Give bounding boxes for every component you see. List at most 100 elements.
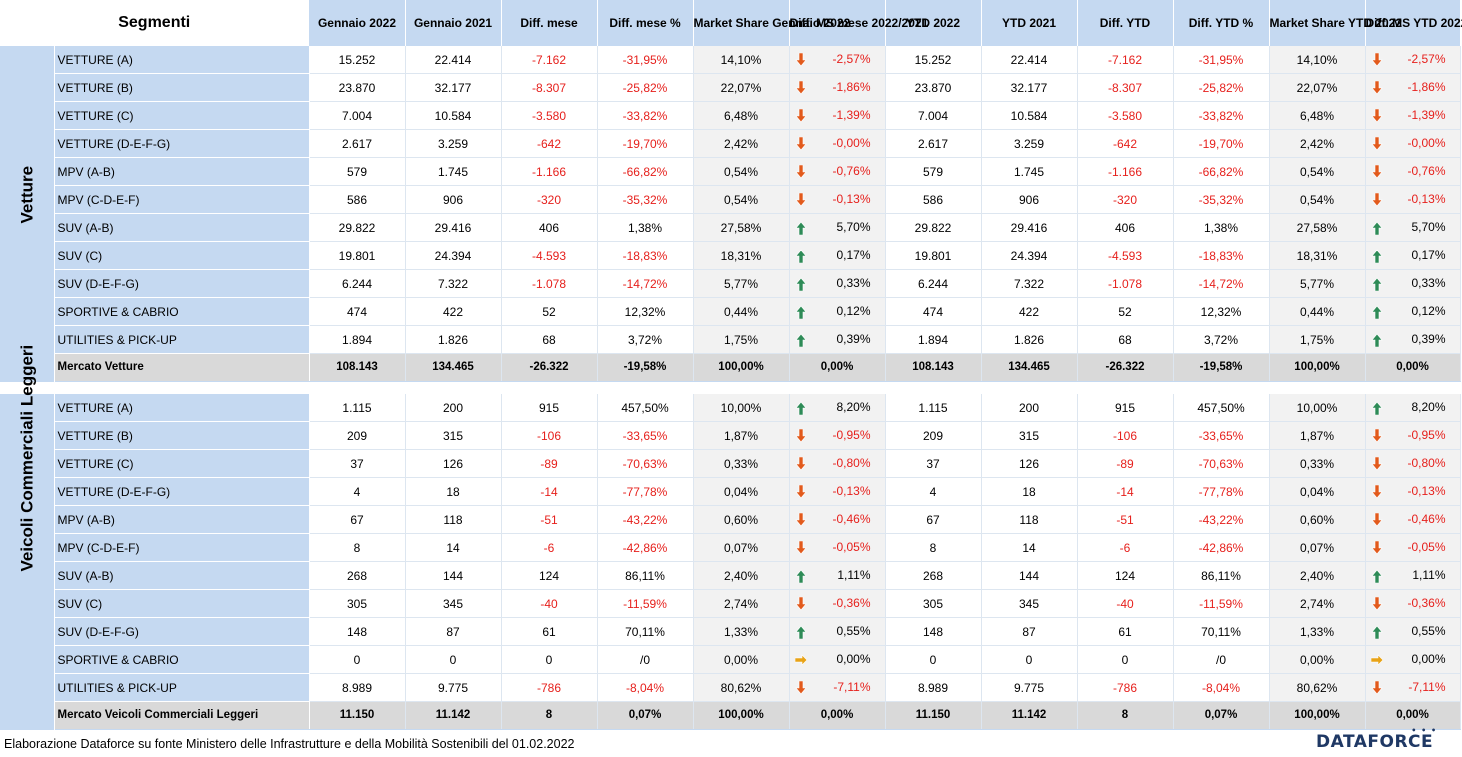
ms-diff-cell: -0,13% (1365, 185, 1461, 214)
column-header[interactable]: Market Share YTD 2022 (1269, 0, 1402, 46)
table-cell: 0 (1077, 645, 1174, 674)
cell-value: -7,11% (1408, 680, 1446, 694)
arrow-down-icon (794, 164, 807, 178)
table-cell: 11.142 (405, 701, 502, 730)
column-header[interactable]: Gennaio 2022 (309, 0, 406, 46)
table-cell: 144 (981, 561, 1078, 590)
table-row: VETTURE (C) 7.004 10.584 -3.580 -33,82% 6,48%… (0, 101, 1461, 130)
table-cell: -19,70% (1173, 129, 1270, 158)
total-label: Mercato Veicoli Commerciali Leggeri (54, 701, 310, 730)
table-cell: 315 (405, 421, 502, 450)
arrow-down-icon (794, 108, 807, 122)
column-header[interactable]: YTD 2022 (885, 0, 982, 46)
column-header[interactable]: Diff. MS YTD 2022/2021 (1365, 0, 1462, 46)
ms-diff-cell: -2,57% (1365, 46, 1461, 74)
table-cell: -33,82% (1173, 101, 1270, 130)
ms-diff-cell: 0,00% (1365, 353, 1461, 382)
table-row: MPV (A-B) 579 1.745 -1.166 -66,82% 0,54% -0,76… (0, 157, 1461, 186)
table-cell: 2,42% (693, 129, 790, 158)
arrow-down-icon (1370, 540, 1383, 554)
table-cell: -1.078 (501, 269, 598, 298)
column-header[interactable]: Diff. YTD % (1173, 0, 1270, 46)
ms-diff-cell: -0,36% (789, 589, 886, 618)
cell-value: -1,39% (1407, 108, 1446, 122)
table-header: Segmenti Gennaio 2022 Gennaio 2021 Diff. me… (0, 0, 1462, 46)
table-cell: 10,00% (693, 394, 790, 422)
column-header[interactable]: Diff. mese (501, 0, 598, 46)
segment-name: SUV (C) (54, 241, 310, 270)
table-cell: 11.150 (309, 701, 406, 730)
table-cell: 8.989 (309, 673, 406, 702)
table-cell: 6.244 (885, 269, 982, 298)
table-cell: 915 (1077, 394, 1174, 422)
arrow-down-icon (1370, 108, 1383, 122)
table-cell: 7.004 (309, 101, 406, 130)
ms-diff-cell: 1,11% (789, 561, 886, 590)
table-cell: 134.465 (405, 353, 502, 382)
cell-value: -0,13% (832, 484, 871, 498)
table-cell: 906 (405, 185, 502, 214)
table-cell: 23.870 (885, 73, 982, 102)
arrow-down-icon (1370, 52, 1383, 66)
ms-diff-cell: 0,00% (789, 645, 886, 674)
table-cell: -8,04% (597, 673, 694, 702)
table-cell: 1,75% (693, 325, 790, 354)
cell-value: 0,33% (1411, 276, 1446, 290)
table-cell: 2.617 (309, 129, 406, 158)
column-header[interactable]: Diff. MS mese 2022/2021 (789, 0, 928, 46)
table-cell: -6 (501, 533, 598, 562)
table-cell: -89 (1077, 449, 1174, 478)
table-cell: 32.177 (405, 73, 502, 102)
table-cell: -33,65% (1173, 421, 1270, 450)
segment-name: SUV (D-E-F-G) (54, 617, 310, 646)
table-cell: 144 (405, 561, 502, 590)
ms-diff-cell: -1,39% (1365, 101, 1461, 130)
table-cell: 108.143 (309, 353, 406, 382)
column-header[interactable]: Market Share Gennaio 2022 (693, 0, 850, 46)
table-cell: 86,11% (1173, 561, 1270, 590)
segment-name: VETTURE (B) (54, 421, 310, 450)
table-cell: -642 (501, 129, 598, 158)
table-cell: 19.801 (309, 241, 406, 270)
arrow-down-icon (1370, 512, 1383, 526)
table-cell: 0,07% (693, 533, 790, 562)
table-cell: 457,50% (597, 394, 694, 422)
table-cell: 18 (405, 477, 502, 506)
ms-diff-cell: -0,13% (789, 477, 886, 506)
arrow-down-icon (1370, 80, 1383, 94)
table-cell: 200 (405, 394, 502, 422)
table-cell: 4 (309, 477, 406, 506)
column-header[interactable]: Diff. YTD (1077, 0, 1174, 46)
cell-value: 0,39% (836, 332, 871, 346)
cell-value: 8,20% (1411, 400, 1446, 414)
column-header[interactable]: YTD 2021 (981, 0, 1078, 46)
table-row: VETTURE (B) 23.870 32.177 -8.307 -25,82% 22,0… (0, 73, 1461, 102)
table-cell: -3.580 (1077, 101, 1174, 130)
table-cell: 579 (309, 157, 406, 186)
ms-diff-cell: 8,20% (1365, 394, 1461, 422)
ms-diff-cell: 8,20% (789, 394, 886, 422)
segment-name: SPORTIVE & CABRIO (54, 645, 310, 674)
ms-diff-cell: -0,00% (789, 129, 886, 158)
total-row: Mercato Vetture 108.143 134.465 -26.322 -19,… (0, 353, 1461, 382)
table-cell: 10,00% (1269, 394, 1366, 422)
table-cell: -7.162 (501, 46, 598, 74)
column-header[interactable]: Gennaio 2021 (405, 0, 502, 46)
table-cell: -7.162 (1077, 46, 1174, 74)
cell-value: -1,86% (1407, 80, 1446, 94)
table-cell: 315 (981, 421, 1078, 450)
cell-value: -7,11% (833, 680, 871, 694)
ms-diff-cell: -7,11% (1365, 673, 1461, 702)
table-cell: 406 (501, 213, 598, 242)
cell-value: 0,55% (1411, 624, 1446, 638)
ms-diff-cell: 0,12% (1365, 297, 1461, 326)
table-cell: -106 (1077, 421, 1174, 450)
table-cell: 14,10% (1269, 46, 1366, 74)
cell-value: -0,46% (1407, 512, 1446, 526)
table-row: VETTURE (D-E-F-G) 2.617 3.259 -642 -19,70% 2,… (0, 129, 1461, 158)
table-row: Vetture VETTURE (A) 15.252 22.414 -7.162 -31,… (0, 46, 1461, 382)
arrow-up-icon (794, 401, 807, 415)
section-vetture: Vetture VETTURE (A) 15.252 22.414 -7.162 -31,… (0, 46, 1461, 382)
column-header[interactable]: Diff. mese % (597, 0, 694, 46)
table-cell: 27,58% (1269, 213, 1366, 242)
